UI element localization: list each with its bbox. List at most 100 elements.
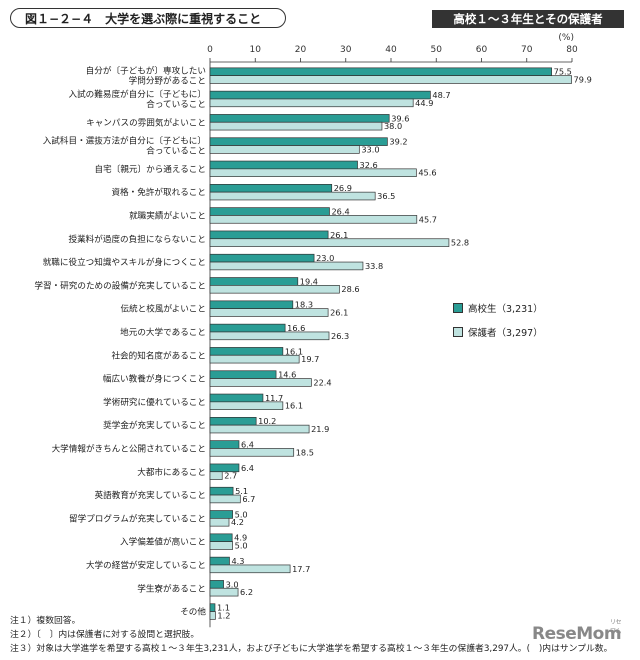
parent-bar	[209, 494, 241, 504]
student-value-label: 32.6	[360, 160, 378, 170]
student-value-label: 5.1	[235, 486, 248, 496]
student-bar	[209, 440, 240, 449]
x-tick-label-40: 40	[385, 45, 397, 55]
category-label: 資格・免許が取れること	[111, 186, 206, 198]
student-value-label: 39.6	[391, 113, 409, 123]
category-label: 自宅〔親元〕から通えること	[95, 163, 206, 175]
footnotes: 注１）複数回答。 注２）〔 〕内は保護者に対する設問と選択肢。 注３）対象は大学…	[10, 614, 612, 656]
student-bar	[209, 300, 294, 310]
parent-value-label: 45.7	[419, 214, 437, 224]
parent-bar	[209, 401, 284, 411]
parent-bar	[209, 517, 230, 527]
parent-bar	[209, 331, 330, 341]
parent-value-label: 18.5	[296, 447, 314, 457]
student-value-label: 26.9	[334, 183, 352, 193]
parent-bar	[209, 191, 376, 201]
parent-bar	[209, 215, 418, 224]
category-label: 学術研究に優れていること	[103, 396, 206, 408]
student-bar	[209, 556, 230, 566]
category-label: 英語教育が充実していること	[95, 489, 206, 501]
parent-value-label: 4.2	[231, 517, 244, 527]
student-value-label: 16.6	[287, 323, 305, 333]
footnote-2: 注２）〔 〕内は保護者に対する設問と選択肢。	[10, 630, 200, 640]
parent-bar	[209, 541, 233, 550]
student-value-label: 10.2	[258, 416, 276, 426]
category-label: その他	[180, 606, 206, 618]
parent-value-label: 16.1	[285, 401, 303, 411]
category-label: 地元の大学であること	[120, 326, 206, 338]
parent-value-label: 33.8	[365, 261, 383, 271]
audience-badge: 高校１〜３年生とその保護者	[432, 10, 624, 28]
student-bar	[209, 486, 234, 496]
category-label: 自分が〔子どもが〕専攻したい学問分野があること	[86, 65, 206, 87]
category-label: 学習・研究のための設備が充実していること	[34, 279, 206, 291]
legend: 高校生（3,231） 保護者（3,297）	[453, 300, 543, 348]
student-value-label: 5.0	[235, 509, 248, 519]
student-bar	[209, 463, 240, 473]
parent-bar	[209, 238, 450, 247]
student-value-label: 4.3	[231, 556, 244, 566]
parent-value-label: 17.7	[292, 564, 310, 574]
parent-value-label: 28.6	[341, 284, 359, 294]
x-tick-label-30: 30	[340, 45, 352, 55]
category-label: 大学情報がきちんと公開されていること	[52, 442, 206, 454]
parent-bar	[209, 448, 295, 457]
student-value-label: 6.4	[241, 439, 254, 449]
student-bar	[209, 393, 264, 403]
student-value-label: 39.2	[389, 137, 407, 147]
student-value-label: 11.7	[265, 393, 283, 403]
parent-bar	[209, 424, 310, 434]
student-bar	[209, 277, 299, 286]
parent-bar	[209, 354, 300, 364]
student-bar	[209, 253, 315, 263]
student-value-label: 26.1	[330, 230, 348, 240]
x-tick-label-0: 0	[207, 45, 213, 55]
parent-value-label: 79.9	[574, 74, 592, 84]
student-bar	[209, 207, 330, 216]
parent-value-label: 44.9	[415, 98, 433, 108]
parent-bar	[209, 378, 312, 387]
category-label: 入試の難易度が自分に〔子どもに〕合っていること	[68, 88, 206, 110]
student-bar	[209, 603, 216, 612]
x-tick-label-80: 80	[566, 45, 578, 55]
student-bar	[209, 370, 277, 379]
category-label: キャンパスの雰囲気がよいこと	[86, 116, 206, 128]
category-label: 学生寮があること	[137, 582, 206, 594]
parent-value-label: 2.7	[224, 471, 237, 481]
parent-value-label: 6.2	[240, 587, 253, 597]
student-value-label: 19.4	[300, 276, 318, 286]
parent-bar	[209, 121, 383, 131]
student-bar	[209, 323, 286, 333]
x-tick-label-70: 70	[521, 45, 533, 55]
resemom-logo: ReseMom リセマム	[532, 619, 622, 644]
parent-value-label: 26.3	[331, 331, 349, 341]
parent-bar	[209, 471, 223, 480]
x-tick-label-10: 10	[250, 45, 262, 55]
student-bar	[209, 417, 257, 426]
category-label: 授業料が過度の負担にならないこと	[68, 233, 206, 245]
category-label: 就職実績がよいこと	[129, 209, 206, 221]
student-value-label: 16.1	[285, 346, 303, 356]
category-label: 奨学金が充実していること	[103, 419, 206, 431]
category-label: 大学の経営が安定していること	[86, 559, 206, 571]
parent-value-label: 6.7	[242, 494, 255, 504]
category-label: 入学偏差値が高いこと	[120, 536, 206, 548]
parent-bar	[209, 587, 239, 597]
student-value-label: 14.6	[278, 370, 296, 380]
parent-value-label: 22.4	[313, 377, 331, 387]
legend-swatch-student	[453, 303, 463, 313]
x-tick-label-20: 20	[295, 45, 307, 55]
student-value-label: 4.9	[234, 533, 247, 543]
legend-swatch-parent	[453, 327, 463, 337]
category-label: 就職に役立つ知識やスキルが身につくこと	[43, 256, 206, 268]
category-label: 伝統と校風がよいこと	[120, 303, 206, 315]
parent-value-label: 36.5	[377, 191, 395, 201]
student-bar	[209, 160, 358, 170]
student-value-label: 48.7	[432, 90, 450, 100]
student-bar	[209, 347, 284, 356]
category-label: 留学プログラムが充実していること	[69, 512, 206, 524]
student-bar	[209, 67, 552, 76]
student-value-label: 23.0	[316, 253, 334, 263]
legend-label-parent: 保護者（3,297）	[468, 328, 543, 339]
